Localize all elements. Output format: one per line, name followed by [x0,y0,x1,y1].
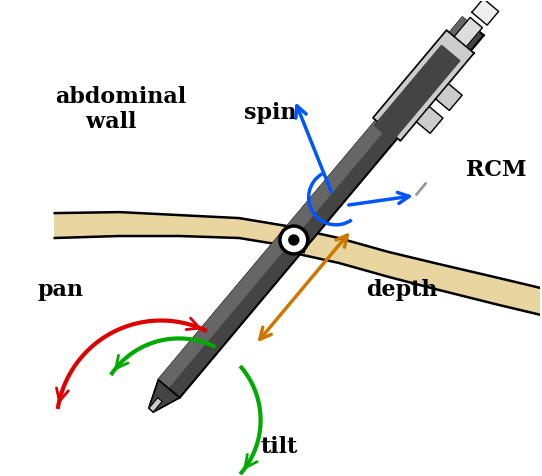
Polygon shape [55,212,309,252]
Circle shape [289,235,299,245]
Polygon shape [149,397,162,412]
Text: tilt: tilt [260,436,298,458]
Polygon shape [416,107,443,133]
Polygon shape [454,18,482,47]
Polygon shape [472,0,499,25]
Polygon shape [149,380,179,412]
Text: pan: pan [38,279,84,301]
Circle shape [280,226,308,254]
Text: depth: depth [366,279,438,301]
Text: abdominal
    wall: abdominal wall [55,86,186,133]
Polygon shape [158,18,484,398]
Polygon shape [373,30,474,141]
Polygon shape [289,228,540,315]
Text: spin: spin [244,102,296,125]
Polygon shape [436,84,462,110]
Polygon shape [158,18,472,388]
Text: RCM: RCM [466,159,527,181]
Polygon shape [375,45,460,141]
